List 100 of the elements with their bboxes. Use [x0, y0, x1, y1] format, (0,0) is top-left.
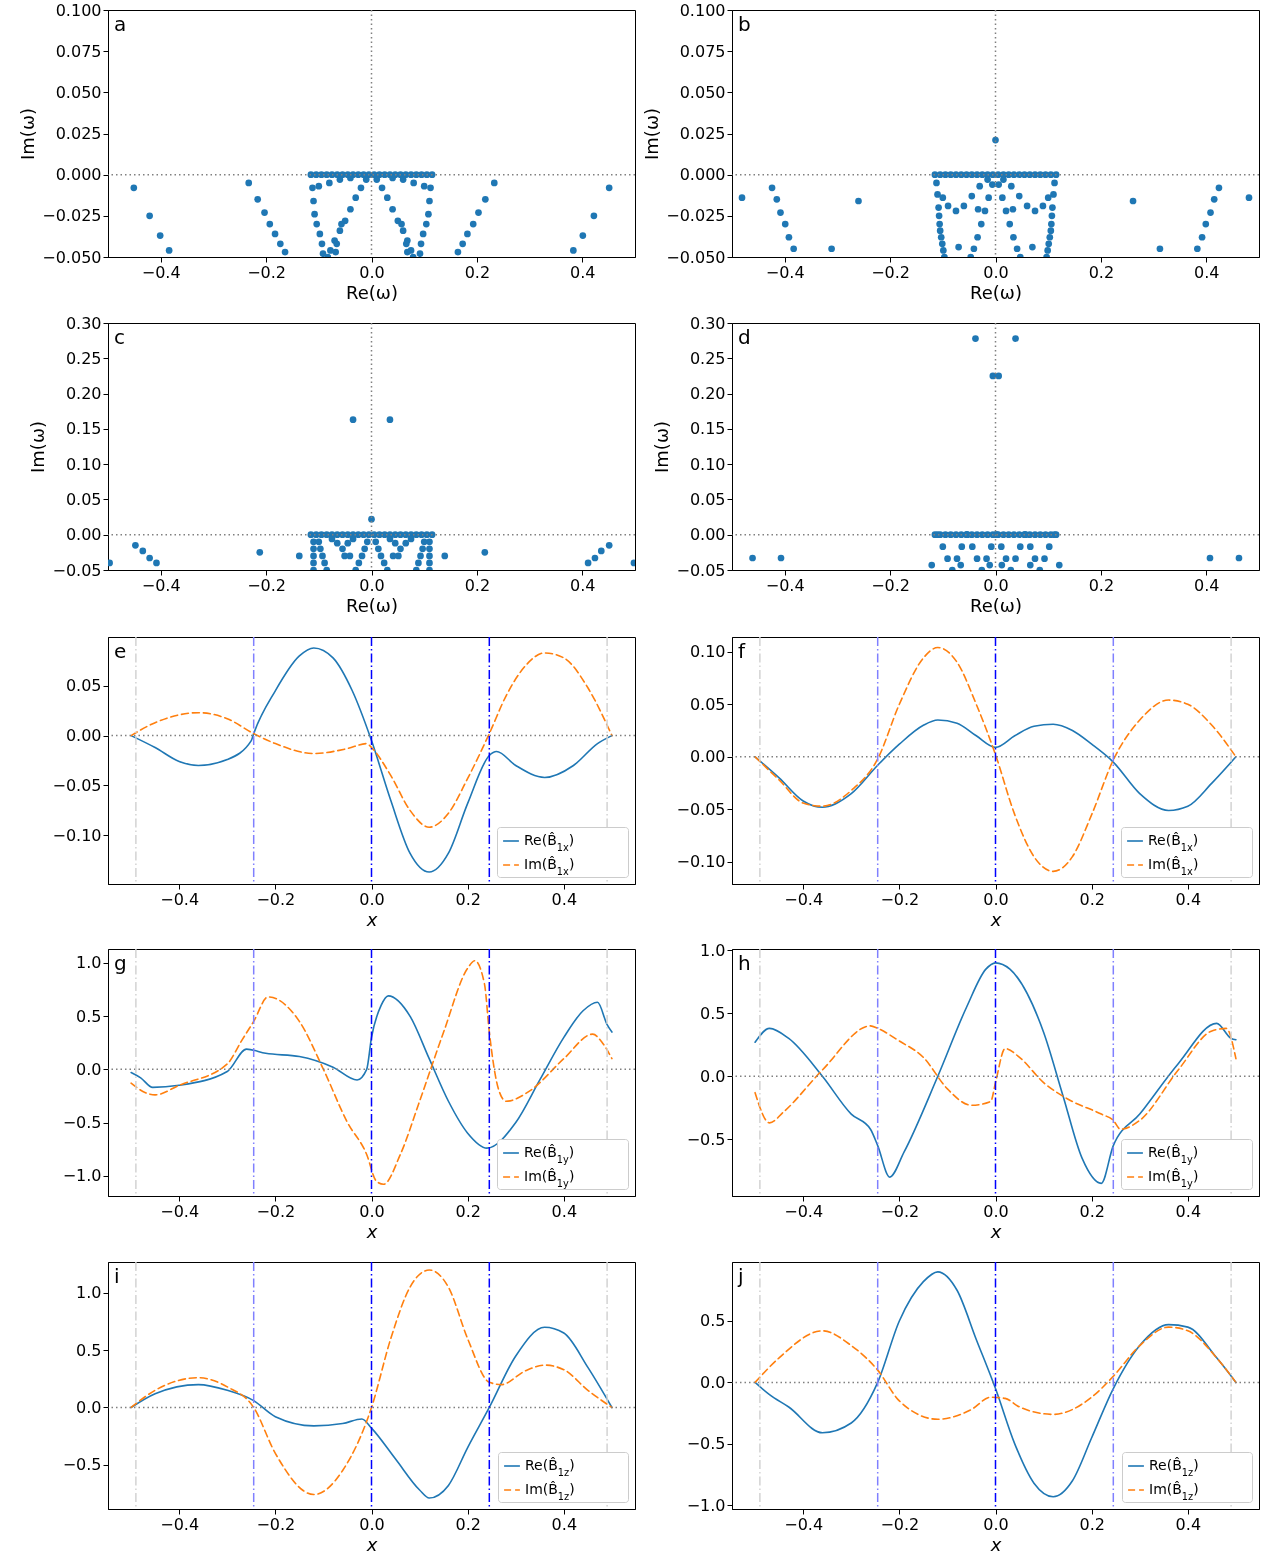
x-axis-title: Re(ω)	[346, 594, 398, 616]
x-tick-label: −0.4	[784, 1201, 824, 1221]
x-tick-label: 0.4	[551, 889, 578, 909]
x-tick-label: −0.4	[765, 262, 805, 282]
y-axis-title: Im(ω)	[27, 421, 49, 473]
y-tick-label: −0.5	[686, 1434, 726, 1454]
x-tick-label: 0.0	[359, 575, 385, 595]
x-tick-label: −0.2	[256, 1201, 296, 1221]
x-axis-title: x	[365, 908, 378, 930]
x-tick-label: 0.0	[359, 262, 385, 282]
y-tick-label: 0.25	[65, 348, 102, 368]
y-tick-label: 0.0	[700, 1372, 726, 1392]
y-tick-label: 0.25	[689, 348, 726, 368]
y-tick-label: −0.10	[52, 825, 102, 845]
x-tick-label: 0.0	[359, 1514, 385, 1534]
y-tick-label: −1.0	[686, 1495, 726, 1515]
y-tick-label: 0.5	[700, 1311, 726, 1331]
y-tick-label: 0.05	[689, 489, 726, 509]
y-tick-label: 1.0	[76, 953, 102, 973]
x-tick-label: −0.2	[880, 889, 920, 909]
y-tick-label: 0.050	[55, 82, 102, 102]
legend-label: Im(B̂$_{1x}$)	[1148, 856, 1199, 877]
y-tick-label: 0.00	[65, 726, 102, 746]
y-tick-label: 0.000	[55, 165, 102, 185]
y-tick-label: 0.0	[76, 1059, 102, 1079]
chart-title: h	[738, 951, 751, 975]
x-tick-label: 0.2	[1088, 262, 1115, 282]
y-tick-label: 0.10	[65, 454, 102, 474]
x-tick-label: 0.0	[359, 889, 385, 909]
x-tick-label: 0.4	[551, 1514, 578, 1534]
y-tick-label: 0.5	[76, 1006, 102, 1026]
y-tick-label: 1.0	[76, 1283, 102, 1303]
y-tick-label: 0.10	[689, 642, 726, 662]
y-tick-label: 0.100	[679, 0, 726, 20]
y-tick-label: 0.5	[76, 1340, 102, 1360]
x-axis-title: x	[989, 908, 1002, 930]
legend-label: Re(B̂$_{1y}$)	[524, 1144, 575, 1165]
x-tick-label: −0.4	[765, 575, 805, 595]
y-tick-label: 0.00	[65, 525, 102, 545]
y-tick-label: −0.025	[42, 206, 102, 226]
y-tick-label: 0.025	[679, 124, 726, 143]
line-series	[130, 652, 613, 829]
line-series	[130, 1326, 613, 1499]
y-tick-label: 0.100	[55, 0, 102, 20]
chart-title: a	[114, 12, 127, 36]
x-tick-label: 0.2	[1079, 889, 1105, 909]
line-series	[754, 1326, 1237, 1421]
y-tick-label: −0.5	[62, 1455, 102, 1475]
x-tick-label: 0.0	[983, 575, 1009, 595]
y-tick-label: 0.30	[689, 313, 726, 333]
y-tick-label: −0.050	[42, 247, 102, 267]
x-tick-label: 0.4	[1194, 575, 1220, 595]
y-tick-label: −0.025	[666, 206, 726, 226]
x-tick-label: 0.4	[570, 575, 596, 595]
x-tick-label: 0.2	[455, 1514, 481, 1534]
legend-label: Im(B̂$_{1x}$)	[524, 856, 575, 877]
y-tick-label: 1.0	[700, 940, 726, 960]
line-series	[754, 646, 1237, 873]
x-tick-label: 0.2	[1079, 1201, 1105, 1221]
y-tick-label: 0.00	[689, 747, 726, 767]
chart-title: e	[114, 639, 127, 663]
y-tick-label: −0.05	[52, 560, 102, 580]
y-tick-label: 0.075	[55, 41, 102, 61]
y-tick-label: −0.05	[52, 775, 102, 795]
legend-label: Re(B̂$_{1x}$)	[524, 832, 575, 853]
chart-title: c	[114, 325, 125, 349]
y-tick-label: 0.15	[65, 419, 102, 439]
x-tick-label: 0.2	[455, 889, 481, 909]
x-tick-label: 0.2	[1079, 1514, 1105, 1534]
y-axis-title: Im(ω)	[17, 108, 39, 160]
x-tick-label: −0.4	[160, 1514, 200, 1534]
x-tick-label: 0.0	[983, 889, 1009, 909]
y-tick-label: 0.000	[679, 165, 726, 185]
y-tick-label: −0.5	[62, 1113, 102, 1133]
x-axis-title: x	[365, 1220, 378, 1242]
legend-label: Im(B̂$_{1y}$)	[1148, 1168, 1199, 1189]
y-tick-label: −0.5	[686, 1129, 726, 1149]
x-tick-label: −0.2	[880, 1514, 920, 1534]
y-tick-label: 0.0	[76, 1398, 102, 1417]
x-tick-label: 0.4	[1175, 1201, 1202, 1221]
y-tick-label: −1.0	[62, 1166, 102, 1186]
x-axis-title: Re(ω)	[346, 281, 398, 303]
x-tick-label: −0.2	[256, 889, 296, 909]
legend-label: Re(B̂$_{1x}$)	[1148, 832, 1199, 853]
y-tick-label: 0.00	[689, 525, 726, 545]
x-tick-label: −0.2	[871, 575, 911, 595]
x-axis-title: Re(ω)	[970, 594, 1022, 616]
legend-label: Im(B̂$_{1z}$)	[1149, 1481, 1199, 1502]
y-tick-label: −0.05	[676, 560, 726, 580]
y-tick-label: 0.05	[689, 694, 726, 714]
y-tick-label: 0.050	[679, 82, 726, 102]
x-tick-label: 0.0	[359, 1201, 385, 1221]
y-tick-label: −0.05	[676, 799, 726, 819]
y-tick-label: 0.075	[679, 41, 726, 61]
chart-title: f	[738, 639, 746, 663]
y-tick-label: 0.15	[689, 419, 726, 439]
x-tick-label: −0.4	[160, 889, 200, 909]
chart-title: d	[738, 325, 751, 349]
y-tick-label: 0.5	[700, 1003, 726, 1023]
x-tick-label: 0.2	[1088, 575, 1115, 595]
